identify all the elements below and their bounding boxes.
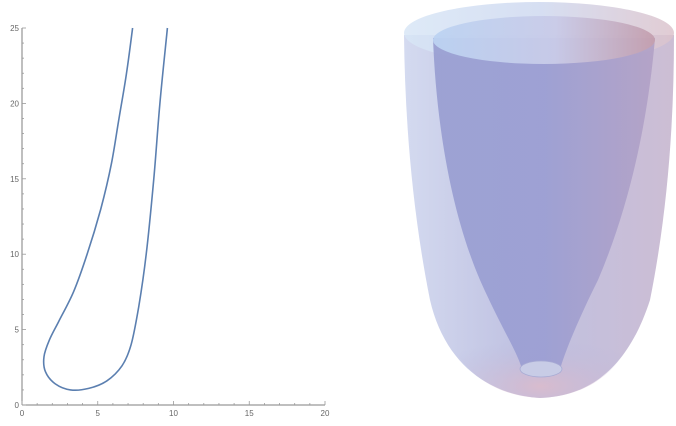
y-tick-label: 10 [10,250,19,259]
y-tick-label: 25 [10,24,19,33]
inner-surface [433,38,655,375]
x-ticks [21,401,326,405]
x-tick-label: 10 [169,409,178,418]
y-ticks [22,27,26,406]
3d-surface [404,2,674,398]
inner-rim [433,16,655,64]
x-tick-label: 20 [321,409,330,418]
y-tick-labels: 0 5 10 15 20 25 [10,24,19,410]
y-tick-label: 20 [10,99,19,108]
x-tick-labels: 0 5 10 15 20 [20,409,330,418]
y-tick-label: 5 [15,326,20,335]
bottom-bulb [519,360,563,378]
x-tick-label: 5 [96,409,101,418]
y-tick-label: 15 [10,175,19,184]
x-tick-label: 15 [245,409,254,418]
y-tick-label: 0 [15,401,20,410]
series-line [42,27,169,392]
x-tick-label: 0 [20,409,25,418]
contour-plot: 0 5 10 15 20 0 5 10 15 20 25 [10,24,330,418]
